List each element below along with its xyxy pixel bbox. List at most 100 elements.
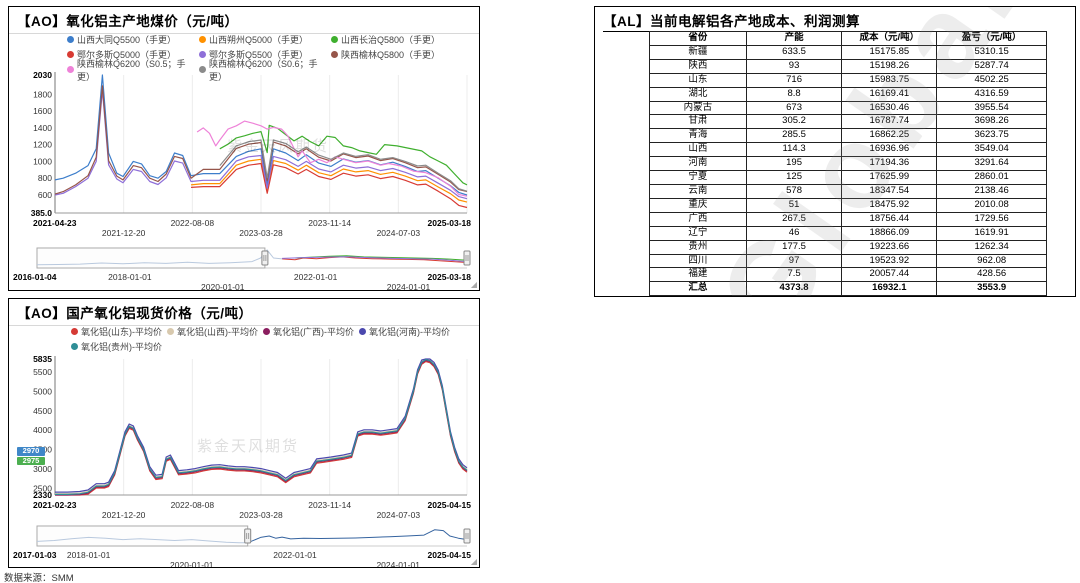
table-cell: 甘肃 (649, 114, 747, 130)
table-cell: 山东 (649, 72, 747, 88)
table-row: 四川 97 19523.92 962.08 (649, 253, 1047, 269)
legend-item[interactable]: 氧化铝(山西)-平均价 (167, 324, 263, 339)
axis-label: 2023-03-28 (239, 510, 283, 520)
axis-label: 2021-02-23 (33, 500, 77, 510)
legend-dot-icon (199, 51, 206, 58)
table-cell: 四川 (649, 253, 747, 269)
data-source-note: 数据来源：SMM (4, 573, 74, 583)
legend-item[interactable]: 陕西榆林Q6200（S0.5；手更） (67, 59, 199, 82)
axis-label: 2022-08-08 (171, 218, 215, 228)
axis-label: 2016-01-04 (13, 272, 57, 282)
axis-label: 2023-03-28 (239, 228, 283, 238)
table-cell: 51 (745, 197, 843, 213)
navigator-selection-box[interactable] (36, 247, 266, 269)
table-row: 甘肃 305.2 16787.74 3698.26 (649, 114, 1047, 130)
table-cell: 428.56 (936, 267, 1047, 283)
table-cell: 285.5 (745, 128, 843, 144)
table-row: 山西 114.3 16936.96 3549.04 (649, 142, 1047, 158)
navigator-selection-box[interactable] (36, 525, 249, 547)
legend-label: 山西大同Q5500（手更） (77, 35, 177, 45)
table-cell: 7.5 (745, 267, 843, 283)
legend-item[interactable]: 氧化铝(广西)-平均价 (263, 324, 359, 339)
table-cell: 18475.92 (841, 197, 938, 213)
table-cell: 17194.36 (841, 156, 938, 172)
axis-label: 2025-03-18 (428, 218, 472, 228)
table-cell: 15983.75 (841, 72, 938, 88)
legend-item[interactable]: 陕西榆林Q6200（S0.6；手更） (199, 59, 331, 82)
coal-price-plot: 203018001600140012001000800600385.02021-… (31, 70, 472, 238)
table-row: 重庆 51 18475.92 2010.08 (649, 197, 1047, 213)
table-cell: 673 (745, 100, 843, 116)
table-cell: 19523.92 (841, 253, 938, 269)
legend-label: 山西朔州Q5000（手更） (209, 35, 309, 45)
table-cell: 2138.46 (936, 183, 1047, 199)
coal-price-range-navigator[interactable]: 2016-01-04 2018-01-01 2020-01-01 2022-01-01… (11, 245, 477, 291)
alumina-range-navigator[interactable]: 2017-01-03 2018-01-01 2020-01-01 2022-01-01… (11, 523, 477, 568)
legend-label: 陕西榆林Q6200（S0.6；手更） (209, 58, 318, 82)
table-cell: 177.5 (745, 239, 843, 255)
navigator-handle[interactable] (261, 250, 269, 266)
legend-label: 氧化铝(广西)-平均价 (273, 327, 354, 337)
axis-label: 2500 (33, 483, 52, 493)
table-row: 福建 7.5 20057.44 428.56 (649, 267, 1047, 283)
legend-dot-icon (71, 343, 78, 350)
legend-dot-icon (359, 328, 366, 335)
resize-grip-icon[interactable]: ◢ (470, 557, 477, 566)
table-cell: 20057.44 (841, 267, 938, 283)
legend-item[interactable]: 氧化铝(贵州)-平均价 (71, 339, 167, 354)
axis-label: 1000 (33, 156, 52, 166)
table-cell: 福建 (649, 267, 747, 283)
navigator-handle[interactable] (463, 250, 471, 266)
axis-label: 2025-04-15 (428, 500, 472, 510)
legend-label: 氧化铝(河南)-平均价 (369, 327, 450, 337)
legend-item[interactable]: 山西长治Q5800（手更） (331, 32, 463, 47)
table-header-row: 省份 产能 成本（元/吨） 盈亏（元/吨） (649, 31, 1047, 46)
axis-label: 2020-01-01 (201, 282, 245, 291)
table-cell: 汇总 (649, 281, 747, 296)
table-cell: 16936.96 (841, 142, 938, 158)
legend-label: 氧化铝(山西)-平均价 (177, 327, 258, 337)
legend-dot-icon (199, 36, 206, 43)
table-cell: 3553.9 (936, 281, 1047, 296)
legend-item[interactable]: 山西朔州Q5000（手更） (199, 32, 331, 47)
legend-item[interactable]: 鄂尔多斯Q5500（手更） (199, 47, 331, 62)
legend-item[interactable]: 氧化铝(山东)-平均价 (71, 324, 167, 339)
resize-grip-icon[interactable]: ◢ (470, 280, 477, 289)
axis-label: 2023-11-14 (308, 500, 351, 510)
legend-dot-icon (67, 51, 74, 58)
legend-item[interactable]: 陕西榆林Q5800（手更） (331, 47, 463, 62)
table-cell: 16862.25 (841, 128, 938, 144)
legend-dot-icon (331, 36, 338, 43)
legend-dot-icon (199, 66, 206, 73)
legend-item[interactable]: 鄂尔多斯Q5000（手更） (67, 47, 199, 62)
legend-dot-icon (71, 328, 78, 335)
legend-label: 氧化铝(贵州)-平均价 (81, 342, 162, 352)
navigator-handle[interactable] (463, 528, 471, 544)
legend-label: 陕西榆林Q5800（手更） (341, 50, 441, 60)
axis-label: 1800 (33, 89, 52, 99)
axis-label: 800 (38, 173, 52, 183)
axis-label: 5500 (33, 367, 52, 377)
legend-item[interactable]: 山西大同Q5500（手更） (67, 32, 199, 47)
table-cell: 18347.54 (841, 183, 938, 199)
table-cell: 云南 (649, 183, 747, 199)
axis-label: 5000 (33, 386, 52, 396)
axis-label: 2021-12-20 (102, 510, 146, 520)
axis-label: 385.0 (31, 208, 53, 218)
table-cell: 3698.26 (936, 114, 1047, 130)
table-cell: 4316.59 (936, 86, 1047, 102)
table-cell: 5310.15 (936, 44, 1047, 60)
table-row: 广西 267.5 18756.44 1729.56 (649, 211, 1047, 227)
table-column-header: 产能 (745, 31, 843, 46)
table-cell: 716 (745, 72, 843, 88)
navigator-handle[interactable] (244, 528, 252, 544)
table-cell: 267.5 (745, 211, 843, 227)
table-cell: 18866.09 (841, 225, 938, 241)
legend-item[interactable]: 氧化铝(河南)-平均价 (359, 324, 455, 339)
coal-chart-title: 【AO】氧化铝主产地煤价（元/吨） (9, 7, 479, 34)
table-cell: 4502.25 (936, 72, 1047, 88)
alumina-chart-title: 【AO】国产氧化铝现货价格（元/吨） (9, 299, 479, 326)
table-cell: 陕西 (649, 58, 747, 74)
axis-label: 4000 (33, 425, 52, 435)
